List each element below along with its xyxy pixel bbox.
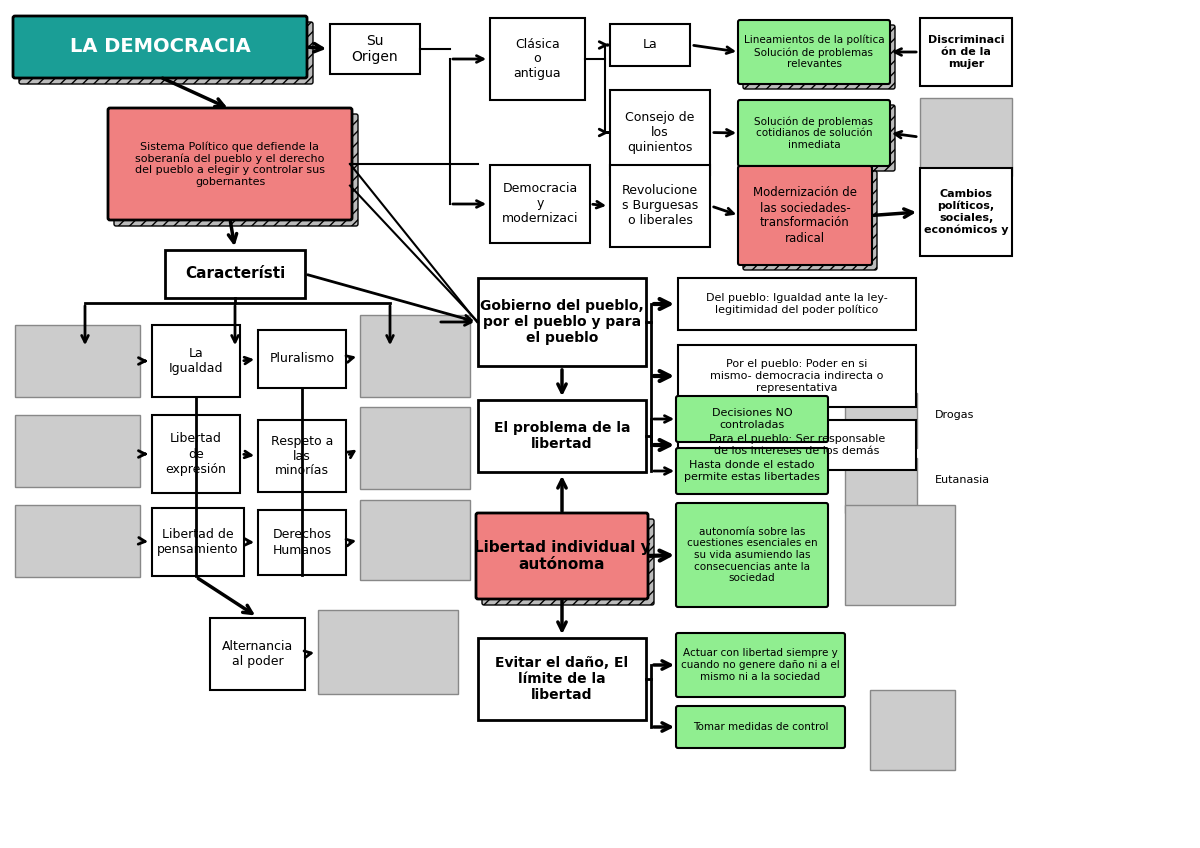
FancyBboxPatch shape — [610, 165, 710, 247]
Text: Solución de problemas
cotidianos de solución
inmediata: Solución de problemas cotidianos de solu… — [755, 116, 874, 150]
Text: Democracia
y
modernizaci: Democracia y modernizaci — [502, 182, 578, 226]
FancyBboxPatch shape — [478, 278, 646, 366]
FancyBboxPatch shape — [676, 448, 828, 494]
FancyBboxPatch shape — [360, 500, 470, 580]
FancyBboxPatch shape — [678, 278, 916, 330]
FancyBboxPatch shape — [920, 168, 1012, 256]
FancyBboxPatch shape — [108, 108, 352, 220]
FancyBboxPatch shape — [14, 505, 140, 577]
Text: Por el pueblo: Poder en si
mismo- democracia indirecta o
representativa: Por el pueblo: Poder en si mismo- democr… — [710, 360, 883, 393]
Text: Eutanasia: Eutanasia — [935, 475, 990, 485]
Text: Libertad
de
expresión: Libertad de expresión — [166, 432, 227, 476]
FancyBboxPatch shape — [920, 18, 1012, 86]
Text: Libertad individual y
autónoma: Libertad individual y autónoma — [474, 540, 650, 572]
FancyBboxPatch shape — [676, 396, 828, 442]
Text: autonomía sobre las
cuestiones esenciales en
su vida asumiendo las
consecuencias: autonomía sobre las cuestiones esenciale… — [686, 527, 817, 583]
Text: Modernización de
las sociedades-
transformación
radical: Modernización de las sociedades- transfo… — [754, 187, 857, 244]
FancyBboxPatch shape — [676, 503, 828, 607]
Text: Evitar el daño, El
límite de la
libertad: Evitar el daño, El límite de la libertad — [496, 656, 629, 702]
FancyBboxPatch shape — [743, 105, 895, 171]
FancyBboxPatch shape — [152, 508, 244, 576]
FancyBboxPatch shape — [845, 458, 917, 513]
Text: Consejo de
los
quinientos: Consejo de los quinientos — [625, 111, 695, 154]
Text: LA DEMOCRACIA: LA DEMOCRACIA — [70, 37, 251, 57]
FancyBboxPatch shape — [743, 171, 877, 270]
FancyBboxPatch shape — [870, 690, 955, 770]
FancyBboxPatch shape — [738, 100, 890, 166]
FancyBboxPatch shape — [920, 98, 1012, 176]
FancyBboxPatch shape — [476, 513, 648, 599]
Text: La: La — [643, 38, 658, 52]
Text: Lineamientos de la política
Solución de problemas
relevantes: Lineamientos de la política Solución de … — [744, 35, 884, 70]
FancyBboxPatch shape — [19, 22, 313, 84]
FancyBboxPatch shape — [258, 330, 346, 388]
FancyBboxPatch shape — [360, 315, 470, 397]
Text: Para el pueblo: Ser responsable
de los intereses de los demás: Para el pueblo: Ser responsable de los i… — [709, 434, 886, 456]
FancyBboxPatch shape — [676, 633, 845, 697]
FancyBboxPatch shape — [210, 618, 305, 690]
Text: Libertad de
pensamiento: Libertad de pensamiento — [157, 528, 239, 556]
Text: El problema de la
libertad: El problema de la libertad — [493, 421, 630, 451]
Text: Drogas: Drogas — [935, 410, 974, 420]
FancyBboxPatch shape — [114, 114, 358, 226]
FancyBboxPatch shape — [14, 325, 140, 397]
FancyBboxPatch shape — [610, 90, 710, 175]
FancyBboxPatch shape — [258, 420, 346, 492]
FancyBboxPatch shape — [360, 407, 470, 489]
FancyBboxPatch shape — [166, 250, 305, 298]
Text: Gobierno del pueblo,
por el pueblo y para
el pueblo: Gobierno del pueblo, por el pueblo y par… — [480, 298, 644, 345]
FancyBboxPatch shape — [845, 393, 917, 448]
Text: Sistema Político que defiende la
soberanía del pueblo y el derecho
del pueblo a : Sistema Político que defiende la soberan… — [134, 141, 325, 187]
Text: Revolucione
s Burguesas
o liberales: Revolucione s Burguesas o liberales — [622, 185, 698, 227]
FancyBboxPatch shape — [14, 415, 140, 487]
Text: La
Igualdad: La Igualdad — [169, 347, 223, 375]
Text: Característi: Característi — [185, 266, 286, 282]
Text: Pluralismo: Pluralismo — [270, 353, 335, 365]
FancyBboxPatch shape — [490, 165, 590, 243]
FancyBboxPatch shape — [678, 420, 916, 470]
FancyBboxPatch shape — [478, 400, 646, 472]
FancyBboxPatch shape — [258, 510, 346, 575]
FancyBboxPatch shape — [152, 415, 240, 493]
Text: Clásica
o
antigua: Clásica o antigua — [514, 37, 562, 81]
Text: Discriminaci
ón de la
mujer: Discriminaci ón de la mujer — [928, 36, 1004, 69]
FancyBboxPatch shape — [678, 345, 916, 407]
FancyBboxPatch shape — [330, 24, 420, 74]
Text: Del pueblo: Igualdad ante la ley-
legitimidad del poder político: Del pueblo: Igualdad ante la ley- legiti… — [706, 293, 888, 315]
Text: Tomar medidas de control: Tomar medidas de control — [692, 722, 828, 732]
FancyBboxPatch shape — [478, 638, 646, 720]
Text: Decisiones NO
controladas: Decisiones NO controladas — [712, 408, 792, 430]
FancyBboxPatch shape — [490, 18, 586, 100]
FancyBboxPatch shape — [676, 706, 845, 748]
FancyBboxPatch shape — [738, 20, 890, 84]
FancyBboxPatch shape — [738, 166, 872, 265]
Text: Respeto a
las
minorías: Respeto a las minorías — [271, 434, 334, 477]
Text: Actuar con libertad siempre y
cuando no genere daño ni a el
mismo ni a la socied: Actuar con libertad siempre y cuando no … — [682, 649, 840, 682]
Text: Su
Origen: Su Origen — [352, 34, 398, 64]
FancyBboxPatch shape — [845, 505, 955, 605]
Text: Derechos
Humanos: Derechos Humanos — [272, 528, 331, 556]
FancyBboxPatch shape — [13, 16, 307, 78]
Text: Alternancia
al poder: Alternancia al poder — [222, 640, 293, 668]
FancyBboxPatch shape — [318, 610, 458, 694]
Text: Cambios
políticos,
sociales,
económicos y: Cambios políticos, sociales, económicos … — [924, 189, 1008, 235]
FancyBboxPatch shape — [743, 25, 895, 89]
FancyBboxPatch shape — [610, 24, 690, 66]
FancyBboxPatch shape — [482, 519, 654, 605]
Text: Hasta donde el estado
permite estas libertades: Hasta donde el estado permite estas libe… — [684, 460, 820, 482]
FancyBboxPatch shape — [152, 325, 240, 397]
